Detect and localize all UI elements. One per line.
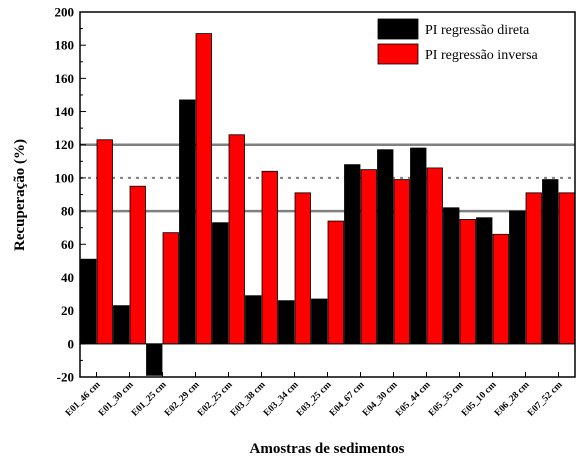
y-tick-label: 180: [55, 38, 75, 53]
bar-direta-2: [146, 343, 163, 376]
legend: PI regressão direta PI regressão inversa: [377, 18, 539, 65]
x-tick-label: E06_28 cm: [493, 380, 532, 419]
y-tick-label: 80: [61, 204, 74, 219]
bar-inversa-8: [360, 169, 377, 345]
bar-inversa-1: [129, 185, 146, 345]
bar-direta-3: [179, 99, 196, 345]
x-tick-label: E02_25 cm: [196, 380, 235, 419]
bar-direta-13: [509, 210, 526, 345]
x-tick-label: E01_30 cm: [97, 380, 136, 419]
y-tick-label: 200: [55, 5, 75, 20]
y-tick-label: 60: [61, 237, 74, 252]
legend-swatch-direta: [377, 18, 419, 40]
bar-direta-5: [245, 295, 262, 345]
bar-inversa-9: [393, 179, 410, 345]
legend-label-inversa: PI regressão inversa: [425, 48, 539, 63]
y-tick-label: 160: [55, 71, 75, 86]
bar-inversa-5: [261, 170, 278, 345]
x-tick-label: E02_29 cm: [163, 380, 202, 419]
bar-direta-9: [377, 149, 394, 345]
y-axis-title: Recuperação (%): [12, 139, 28, 251]
bar-direta-14: [542, 179, 559, 345]
bar-direta-4: [212, 222, 229, 345]
bar-direta-7: [311, 298, 328, 345]
legend-swatch-inversa: [377, 43, 419, 65]
bars-group: [80, 33, 575, 376]
x-tick-label: E04_30 cm: [361, 380, 400, 419]
x-tick-label: E05_44 cm: [394, 380, 433, 419]
bar-inversa-12: [492, 233, 509, 345]
bar-inversa-2: [162, 232, 179, 345]
x-tick-label: E05_35 cm: [427, 380, 466, 419]
y-axis: -20 0 20 40 60 80 100 120 140 160 180 200: [55, 5, 86, 385]
bar-direta-1: [113, 305, 130, 345]
x-axis-title: Amostras de sedimentos: [250, 441, 405, 457]
y-tick-label: 100: [55, 170, 75, 185]
y-tick-label: 40: [61, 270, 74, 285]
bar-direta-6: [278, 300, 295, 345]
x-tick-label: E04_67 cm: [328, 380, 367, 419]
x-tick-label: E01_25 cm: [130, 380, 169, 419]
bar-inversa-0: [96, 139, 113, 345]
bar-direta-0: [80, 258, 97, 345]
x-tick-label: E05_10 cm: [460, 380, 499, 419]
y-tick-label: 120: [55, 137, 75, 152]
x-tick-label: E07_52 cm: [526, 380, 565, 419]
reference-lines: [80, 143, 575, 213]
y-tick-label: 0: [68, 336, 75, 351]
bar-inversa-3: [195, 33, 212, 345]
bar-inversa-13: [525, 192, 542, 345]
bar-inversa-4: [228, 134, 245, 345]
plot-frame: [79, 11, 576, 378]
bar-direta-10: [410, 147, 427, 345]
bar-inversa-7: [327, 220, 344, 345]
bar-direta-12: [476, 217, 493, 345]
bar-inversa-10: [426, 167, 443, 345]
bar-direta-8: [344, 164, 361, 345]
x-tick-label: E03_38 cm: [229, 380, 268, 419]
y-tick-label: -20: [57, 370, 74, 385]
y-tick-label: 20: [61, 303, 74, 318]
x-tick-label: E03_25 cm: [295, 380, 334, 419]
bar-inversa-6: [294, 192, 311, 345]
legend-label-direta: PI regressão direta: [425, 23, 530, 38]
bar-direta-11: [443, 207, 460, 345]
bar-inversa-11: [459, 218, 476, 345]
x-tick-label: E03_34 cm: [262, 380, 301, 419]
bar-inversa-14: [558, 192, 575, 345]
y-tick-label: 140: [55, 104, 75, 119]
x-tick-label: E01_46 cm: [64, 380, 103, 419]
